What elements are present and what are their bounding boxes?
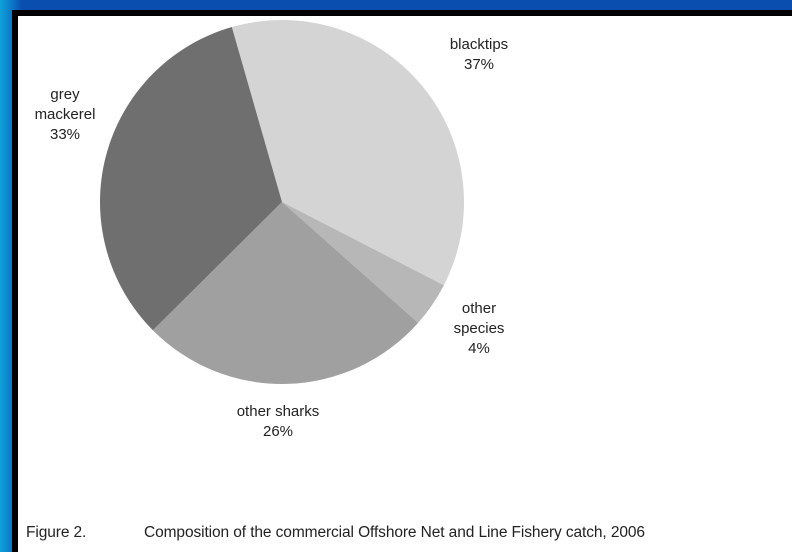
pie-chart: blacktips 37% other species 4% other sharks 26… [35, 19, 508, 440]
caption-text: Composition of the commercial Offshore N… [144, 524, 645, 541]
pie-slice-other-species [282, 202, 444, 323]
figure-panel: blacktips 37% other species 4% other sharks 26… [18, 16, 792, 552]
pie-slice-grey-mackerel [100, 27, 282, 331]
slice-label: other species 4% [454, 300, 505, 357]
pie-slice-blacktips [231, 19, 464, 286]
slice-label: grey mackerel 33% [35, 86, 96, 143]
slice-label: other sharks 26% [237, 403, 320, 440]
slice-label: blacktips 37% [450, 36, 508, 73]
figure-caption: Figure 2. Composition of the commercial O… [26, 524, 645, 542]
pie-slice-other-sharks [152, 202, 419, 384]
figure-number: Figure 2. [26, 524, 87, 541]
